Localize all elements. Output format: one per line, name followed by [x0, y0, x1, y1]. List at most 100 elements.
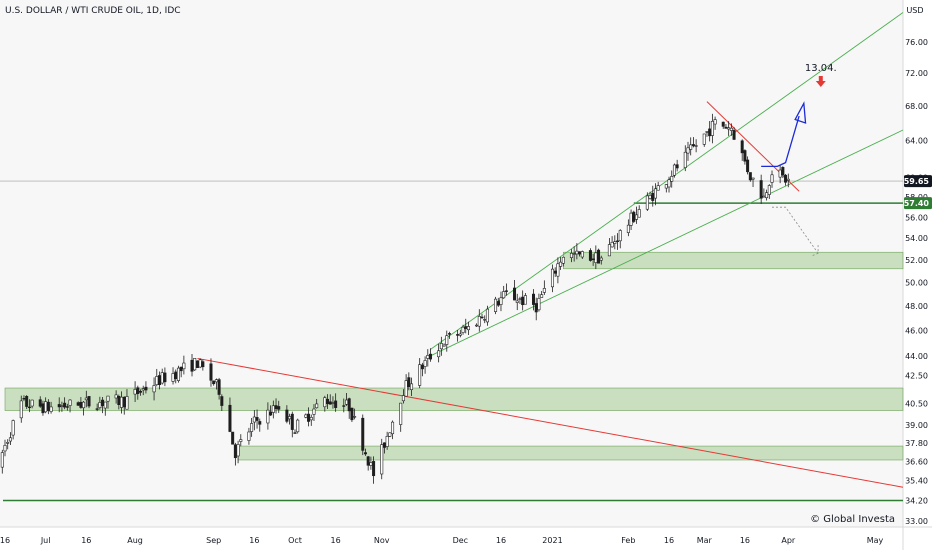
- candle-112: [420, 362, 424, 377]
- candle-16: [57, 397, 61, 413]
- candle-9: [27, 399, 31, 413]
- y-tick-3: 36.60: [905, 458, 928, 467]
- candle-204: [767, 184, 771, 199]
- candle-33: [120, 391, 124, 414]
- projection-down-arrowhead: [812, 243, 819, 256]
- y-tick-10: 48.00: [905, 302, 928, 311]
- y-tick-17: 64.00: [905, 137, 928, 146]
- candle-87: [326, 394, 330, 409]
- candle-78: [290, 411, 294, 438]
- y-tick-0: 33.00: [905, 517, 928, 526]
- candle-47: [174, 369, 178, 384]
- candle-59: [217, 377, 221, 400]
- candle-117: [439, 336, 443, 356]
- candle-68: [252, 410, 256, 431]
- candle-45: [163, 367, 167, 387]
- candle-163: [613, 235, 617, 250]
- candle-82: [307, 407, 311, 427]
- candle-103: [385, 431, 389, 450]
- candle-1: [0, 449, 4, 474]
- candle-57: [212, 380, 216, 386]
- candle-17: [60, 401, 64, 412]
- candle-128: [480, 313, 484, 319]
- candle-139: [521, 290, 525, 311]
- candle-37: [136, 385, 140, 400]
- candle-200: [751, 177, 755, 187]
- candle-186: [702, 133, 706, 147]
- candle-156: [588, 248, 592, 262]
- candle-14: [46, 399, 50, 415]
- candle-172: [648, 191, 652, 200]
- candle-22: [79, 397, 83, 409]
- candle-197: [743, 149, 747, 165]
- candle-120: [447, 331, 451, 339]
- candle-178: [670, 170, 674, 188]
- candle-196: [740, 139, 744, 161]
- y-tick-6: 40.50: [905, 399, 928, 408]
- projection-down-path: [772, 206, 819, 254]
- long-downtrend-line: [197, 357, 904, 488]
- candle-201: [759, 174, 763, 204]
- candle-73: [271, 400, 275, 419]
- candle-175: [656, 181, 660, 191]
- y-tick-1: 34.20: [905, 496, 928, 505]
- annotations: 13.04.: [761, 63, 837, 256]
- x-tick-16: Apr: [781, 536, 796, 545]
- y-tick-20: 76.00: [905, 38, 928, 47]
- candle-6: [19, 395, 23, 423]
- candle-173: [651, 185, 655, 207]
- candle-152: [572, 246, 576, 262]
- candle-86: [323, 395, 327, 412]
- candle-71: [266, 402, 270, 430]
- candle-62: [231, 431, 235, 445]
- candle-108: [404, 374, 408, 397]
- candle-192: [724, 123, 728, 129]
- candle-138: [518, 296, 522, 304]
- candle-161: [607, 238, 611, 257]
- candle-80: [296, 418, 300, 434]
- candle-145: [542, 280, 546, 295]
- candle-142: [534, 297, 538, 321]
- x-tick-11: 2021: [542, 536, 562, 545]
- candle-203: [765, 189, 769, 201]
- candle-159: [597, 248, 601, 264]
- candle-49: [179, 366, 183, 378]
- candle-193: [727, 121, 731, 136]
- projection-up-arrowhead: [794, 101, 807, 124]
- candle-123: [461, 324, 465, 335]
- candle-168: [632, 210, 636, 224]
- candle-38: [139, 389, 143, 396]
- candle-26: [95, 403, 99, 412]
- candle-147: [553, 267, 557, 277]
- candle-90: [334, 393, 338, 412]
- candle-102: [382, 442, 386, 454]
- candle-76: [285, 405, 289, 424]
- candle-185: [694, 139, 698, 153]
- candle-110: [410, 377, 414, 397]
- candle-183: [689, 137, 693, 156]
- candle-157: [591, 253, 595, 266]
- support-price-badge: 57.40: [904, 197, 932, 210]
- candle-39: [141, 385, 145, 396]
- candle-164: [616, 233, 620, 250]
- candle-72: [269, 405, 273, 416]
- candle-208: [784, 173, 788, 186]
- zone-2: [237, 445, 904, 461]
- candle-5: [11, 419, 15, 440]
- candle-2: [3, 439, 7, 457]
- candle-35: [125, 389, 129, 410]
- candle-19: [65, 403, 69, 411]
- candle-106: [399, 402, 403, 432]
- y-tick-12: 52.00: [905, 256, 928, 265]
- x-tick-5: 16: [249, 536, 259, 545]
- candle-67: [250, 418, 254, 437]
- candle-188: [708, 121, 712, 142]
- candle-43: [157, 371, 161, 390]
- candle-10: [30, 399, 34, 409]
- candle-98: [366, 455, 370, 471]
- candle-184: [691, 137, 695, 148]
- candle-191: [721, 121, 725, 129]
- candle-194: [729, 123, 733, 136]
- candle-4: [8, 432, 12, 445]
